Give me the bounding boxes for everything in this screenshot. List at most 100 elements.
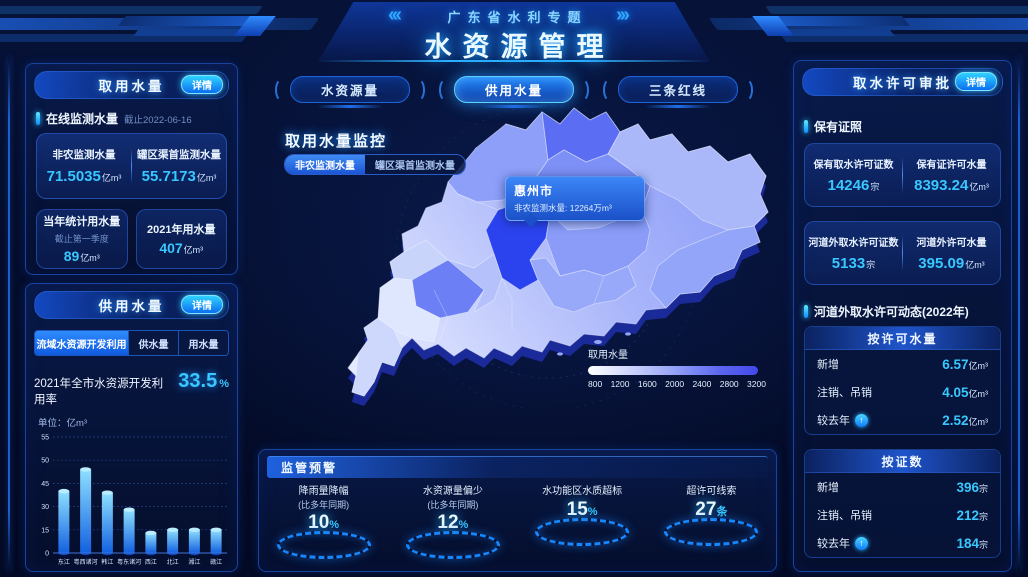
section-label: 河道外取水许可动态(2022年) bbox=[814, 305, 969, 319]
row-value: 6.57 bbox=[942, 356, 969, 372]
warning-value: 27 bbox=[695, 499, 717, 520]
stat-label: 河道外许可水量 bbox=[916, 237, 987, 249]
decor-stripe bbox=[765, 6, 1028, 14]
headline-value: 33.5 bbox=[178, 370, 218, 392]
scale-ticks: 800 1200 1600 2000 2400 2800 3200 bbox=[588, 379, 766, 389]
row-cancelled: 注销、吊销 4.05亿m³ bbox=[805, 378, 1000, 406]
svg-text:北江: 北江 bbox=[166, 558, 178, 566]
chevrons-left-icon: ‹‹‹ bbox=[388, 4, 402, 26]
scale-tick: 800 bbox=[588, 379, 603, 389]
scale-tick: 3200 bbox=[747, 379, 766, 389]
mini-card-row: 当年统计用水量 截止第一季度 89亿m³ 2021年用水量 407亿m³ bbox=[36, 209, 227, 269]
tooltip-metric-value: 12264万m³ bbox=[569, 203, 612, 213]
row-value: 396 bbox=[956, 479, 979, 495]
row-new: 新增 396宗 bbox=[805, 473, 1000, 501]
row-new: 新增 6.57亿m³ bbox=[805, 350, 1000, 378]
section-marker-icon bbox=[804, 305, 808, 318]
stat-value: 55.7173 bbox=[141, 167, 196, 185]
frame-line-right bbox=[1018, 56, 1020, 572]
tab-three-red-lines[interactable]: 三条红线 bbox=[603, 76, 753, 108]
row-value: 184 bbox=[956, 535, 979, 551]
svg-text:粤东诸河: 粤东诸河 bbox=[117, 558, 141, 566]
scale-tick: 2800 bbox=[719, 379, 739, 389]
detail-button[interactable]: 详情 bbox=[181, 295, 223, 314]
divider bbox=[902, 157, 903, 193]
stat-value: 71.5035 bbox=[46, 167, 101, 185]
scale-tick: 2400 bbox=[692, 379, 712, 389]
header-backdrop bbox=[318, 2, 710, 62]
stat-unit: 亿m³ bbox=[196, 172, 217, 183]
chevrons-right-icon: ››› bbox=[616, 4, 630, 26]
stat-unit: 亿m³ bbox=[965, 259, 985, 270]
svg-text:粤西诸河: 粤西诸河 bbox=[73, 558, 97, 566]
section-marker-icon bbox=[804, 120, 808, 133]
supply-subtabs: 流域水资源开发利用 供水量 用水量 bbox=[34, 330, 229, 356]
tab-label: 供用水量 bbox=[484, 84, 543, 98]
warning-unit: % bbox=[458, 519, 469, 531]
panel-title: 供用水量 bbox=[98, 299, 165, 314]
warning-items: 降雨量降幅 (比多年同期) 10% 水资源量偏少 (比多年同期) 12% 水功能… bbox=[259, 485, 776, 559]
scale-tick: 1600 bbox=[637, 379, 657, 389]
card-offriver-licenses: 河道外取水许可证数 5133宗 河道外许可水量 395.09亿m³ bbox=[804, 221, 1001, 285]
warning-header: 监管预警 bbox=[267, 456, 768, 478]
warning-unit: % bbox=[329, 519, 340, 531]
warning-item-overpermit: 超许可线索 27条 bbox=[647, 485, 776, 559]
panel-supply-use: 供用水量 详情 流域水资源开发利用 供水量 用水量 2021年全市水资源开发利用… bbox=[25, 283, 238, 572]
row-unit: 宗 bbox=[978, 539, 988, 550]
card-2021: 2021年用水量 407亿m³ bbox=[135, 209, 227, 269]
row-vs-lastyear: 较去年 ↑ 2.52亿m³ bbox=[805, 406, 1000, 434]
frame-line-left bbox=[8, 56, 10, 572]
tab-supply-use[interactable]: 供用水量 bbox=[439, 76, 589, 108]
tooltip-metric-label: 非农监测水量: bbox=[514, 203, 568, 213]
row-value: 212 bbox=[956, 507, 979, 523]
up-arrow-icon: ↑ bbox=[855, 536, 868, 550]
scale-tick: 1200 bbox=[610, 379, 630, 389]
header-wing-right bbox=[752, 16, 910, 42]
row-label: 较去年 bbox=[817, 538, 850, 550]
tab-water-resource[interactable]: 水资源量 bbox=[275, 76, 425, 108]
stat-value: 395.09 bbox=[918, 254, 965, 272]
row-unit: 宗 bbox=[978, 483, 988, 494]
guangdong-choropleth-map[interactable] bbox=[298, 90, 790, 408]
subtab-supply[interactable]: 供水量 bbox=[128, 331, 179, 355]
map-districts[interactable] bbox=[351, 107, 769, 397]
glow-ring-icon bbox=[276, 531, 371, 559]
svg-text:0: 0 bbox=[45, 551, 49, 558]
divider bbox=[131, 148, 132, 184]
decor-stripe bbox=[0, 6, 263, 14]
basin-bar-chart: 0 15 30 45 50 55 东江 粤西诸河 韩江 粤东诸河 西江 北江 湘江 赣江 bbox=[41, 435, 227, 566]
subtab-use[interactable]: 用水量 bbox=[178, 331, 228, 355]
detail-button[interactable]: 详情 bbox=[955, 72, 997, 91]
svg-text:30: 30 bbox=[41, 504, 49, 511]
warning-unit: 条 bbox=[716, 506, 728, 518]
warning-title: 监管预警 bbox=[281, 461, 338, 475]
section-marker-icon bbox=[36, 112, 40, 125]
stat-value: 5133 bbox=[831, 254, 866, 272]
card-value: 407 bbox=[159, 239, 183, 256]
scale-gradient-bar bbox=[588, 366, 758, 375]
subpanel-title: 按许可水量 bbox=[805, 327, 1000, 350]
row-value: 2.52 bbox=[942, 412, 969, 428]
warning-value: 10 bbox=[308, 512, 330, 533]
tab-label: 水资源量 bbox=[320, 84, 379, 98]
detail-button[interactable]: 详情 bbox=[181, 75, 223, 94]
stat-label: 河道外取水许可证数 bbox=[808, 237, 899, 249]
toggle-nonagri-monitoring[interactable]: 非农监测水量 bbox=[285, 155, 365, 174]
subtab-basin-utilization[interactable]: 流域水资源开发利用 bbox=[35, 331, 129, 355]
stat-label: 保有证许可水量 bbox=[916, 159, 987, 171]
stat-label: 非农监测水量 bbox=[52, 148, 116, 161]
row-label: 较去年 bbox=[817, 415, 850, 427]
row-unit: 亿m³ bbox=[968, 388, 989, 399]
glow-ring-icon bbox=[664, 518, 759, 546]
toggle-canal-monitoring[interactable]: 罐区渠首监测水量 bbox=[365, 155, 465, 174]
card-label: 2021年用水量 bbox=[147, 223, 216, 236]
tab-label: 三条红线 bbox=[648, 84, 707, 98]
stat-nonagri: 非农监测水量 71.5035亿m³ bbox=[37, 147, 131, 186]
row-unit: 亿m³ bbox=[968, 360, 989, 371]
panel-titlebar: 供用水量 详情 bbox=[34, 291, 229, 319]
svg-text:西江: 西江 bbox=[144, 559, 156, 566]
warning-sublabel: (比多年同期) bbox=[298, 500, 350, 510]
svg-text:东江: 东江 bbox=[57, 558, 69, 566]
stat-unit: 宗 bbox=[870, 181, 880, 192]
map-islands bbox=[557, 332, 631, 356]
